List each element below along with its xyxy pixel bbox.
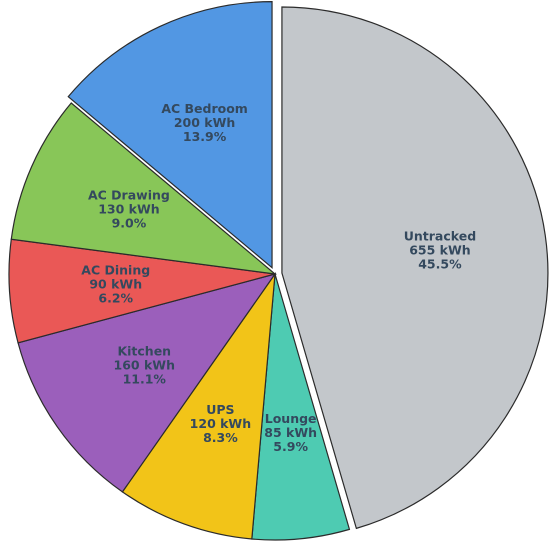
pie-label-ac-bedroom: AC Bedroom 200 kWh 13.9% bbox=[161, 101, 248, 144]
pie-label-kitchen: Kitchen 160 kWh 11.1% bbox=[114, 344, 175, 387]
pie-label-kwh: 200 kWh bbox=[174, 115, 235, 130]
pie-label-ac-dining: AC Dining 90 kWh 6.2% bbox=[81, 262, 150, 305]
pie-label-name: Untracked bbox=[404, 228, 476, 243]
pie-label-pct: 8.3% bbox=[203, 430, 238, 445]
pie-label-kwh: 85 kWh bbox=[264, 425, 317, 440]
pie-label-pct: 45.5% bbox=[418, 256, 462, 271]
pie-label-name: AC Dining bbox=[81, 262, 150, 277]
pie-slice-untracked bbox=[281, 6, 549, 530]
pie-label-pct: 5.9% bbox=[273, 439, 308, 454]
pie-label-name: Kitchen bbox=[117, 344, 171, 359]
pie-label-name: AC Drawing bbox=[88, 188, 170, 203]
pie-label-kwh: 160 kWh bbox=[114, 358, 175, 373]
pie-label-ups: UPS 120 kWh 8.3% bbox=[190, 402, 251, 445]
pie-labels: Untracked 655 kWh 45.5% Lounge 85 kWh 5.9% UPS… bbox=[81, 101, 476, 454]
pie-label-name: UPS bbox=[206, 402, 234, 417]
pie-slice-ac-drawing bbox=[10, 102, 277, 275]
pie-label-pct: 13.9% bbox=[183, 129, 227, 144]
pie-slice-kitchen bbox=[17, 272, 277, 493]
pie-label-name: Lounge bbox=[265, 411, 317, 426]
pie-label-pct: 11.1% bbox=[123, 372, 167, 387]
pie-label-name: AC Bedroom bbox=[161, 101, 248, 116]
pie-label-lounge: Lounge 85 kWh 5.9% bbox=[264, 411, 317, 454]
pie-label-untracked: Untracked 655 kWh 45.5% bbox=[404, 228, 476, 271]
pie-label-kwh: 120 kWh bbox=[190, 416, 251, 431]
pie-label-ac-drawing: AC Drawing 130 kWh 9.0% bbox=[88, 188, 170, 231]
pie-label-kwh: 655 kWh bbox=[409, 242, 470, 257]
pie-label-pct: 6.2% bbox=[98, 290, 133, 305]
pie-label-kwh: 90 kWh bbox=[89, 276, 142, 291]
pie-label-kwh: 130 kWh bbox=[98, 202, 159, 217]
pie-slice-ups bbox=[121, 271, 276, 540]
pie-slice-ac-bedroom bbox=[67, 1, 273, 269]
pie-slices bbox=[8, 1, 549, 541]
pie-label-pct: 9.0% bbox=[112, 216, 147, 231]
